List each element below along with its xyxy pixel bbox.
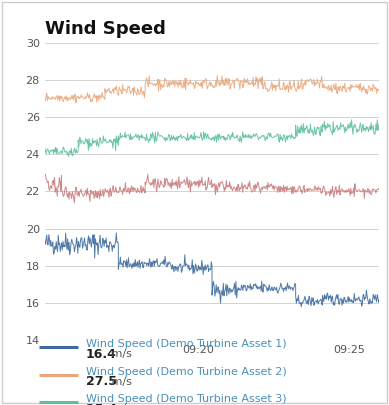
Text: m/s: m/s — [108, 350, 131, 359]
Text: Wind Speed (Demo Turbine Asset 2): Wind Speed (Demo Turbine Asset 2) — [86, 367, 286, 377]
Text: Wind Speed (Demo Turbine Asset 3): Wind Speed (Demo Turbine Asset 3) — [86, 394, 286, 404]
Text: 25.4: 25.4 — [86, 403, 117, 405]
Text: Wind Speed (Demo Turbine Asset 1): Wind Speed (Demo Turbine Asset 1) — [86, 339, 286, 349]
Text: Wind Speed: Wind Speed — [45, 21, 166, 38]
Text: 16.4: 16.4 — [86, 348, 116, 361]
Text: 27.5: 27.5 — [86, 375, 117, 388]
Text: m/s: m/s — [108, 377, 131, 387]
